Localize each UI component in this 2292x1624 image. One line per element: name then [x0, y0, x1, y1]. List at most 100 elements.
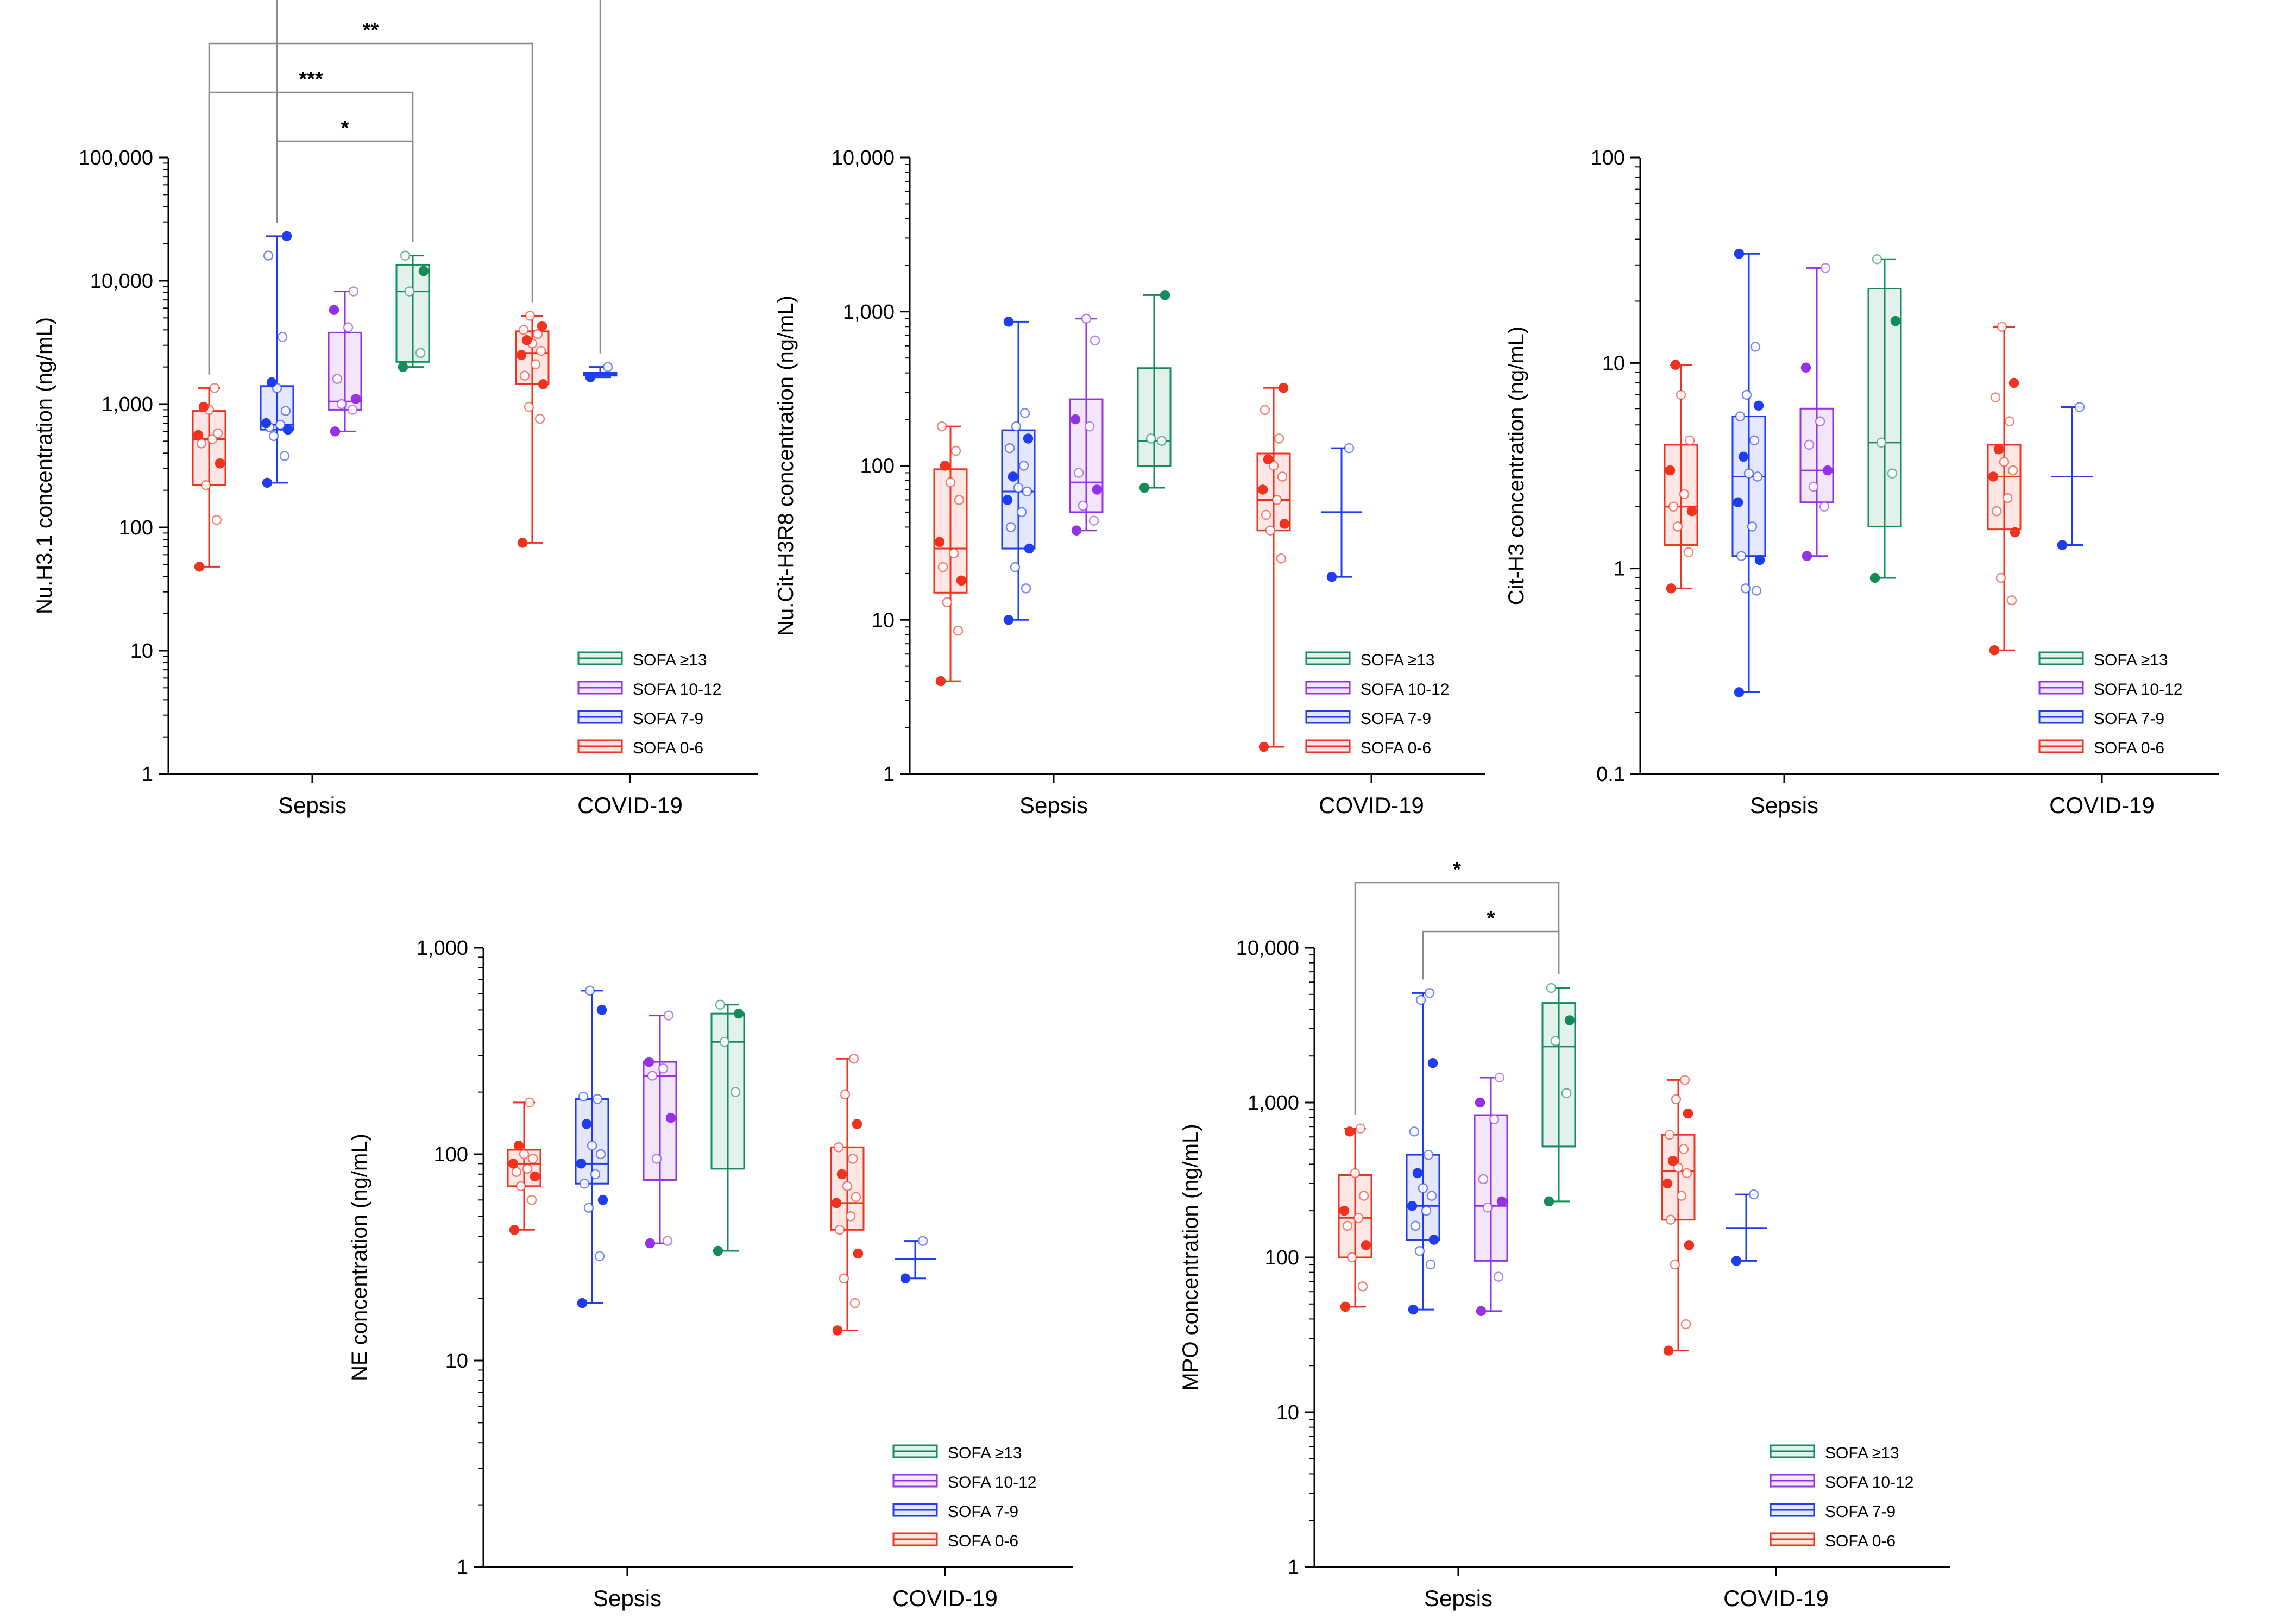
data-point	[1680, 1319, 1691, 1330]
data-point	[583, 1203, 594, 1213]
data-point	[1734, 249, 1745, 259]
data-point	[1090, 335, 1100, 346]
data-point	[1418, 1183, 1428, 1193]
data-point	[1496, 1196, 1507, 1207]
data-point	[1023, 433, 1034, 444]
data-point	[834, 1225, 845, 1235]
data-point	[1346, 1252, 1357, 1263]
data-point	[330, 426, 341, 437]
data-point	[508, 1159, 519, 1169]
data-point	[526, 1195, 537, 1205]
data-point	[595, 1149, 606, 1160]
data-point	[400, 250, 411, 261]
box-sofa-7-9	[1406, 988, 1440, 1315]
legend-label: SOFA 0-6	[948, 1532, 1018, 1550]
data-point	[1424, 988, 1435, 998]
data-point	[1482, 1202, 1493, 1213]
legend-label: SOFA ≥13	[2094, 651, 2168, 669]
box-sofa-0-6	[192, 383, 226, 572]
y-tick-label: 1,000	[102, 393, 153, 416]
data-point	[215, 458, 225, 469]
data-point	[1475, 1097, 1485, 1108]
data-point	[511, 1167, 522, 1178]
data-point	[281, 231, 292, 242]
data-point	[831, 1198, 842, 1208]
data-point	[263, 250, 274, 261]
data-point	[581, 1119, 592, 1129]
y-axis-title: NE concentration (ng/mL)	[348, 1134, 371, 1381]
data-point	[1344, 443, 1355, 454]
data-point	[1753, 400, 1764, 411]
legend-label: SOFA 7-9	[948, 1503, 1018, 1521]
significance-bracket	[1354, 882, 1560, 1115]
data-point	[585, 372, 596, 382]
data-point	[917, 1236, 928, 1246]
data-point	[1750, 342, 1761, 352]
box-iqr	[1541, 1002, 1576, 1148]
data-point	[953, 626, 964, 636]
data-point	[336, 399, 347, 410]
y-tick-label: 10,000	[1236, 937, 1299, 960]
legend-label: SOFA ≥13	[948, 1444, 1022, 1462]
data-point	[198, 401, 209, 412]
data-point	[1071, 525, 1082, 536]
box-sofa-0-6	[1664, 360, 1698, 594]
box-sofa-7-9	[583, 362, 618, 382]
data-point	[2057, 540, 2068, 550]
significance-bracket	[1422, 930, 1560, 980]
data-point	[1494, 1072, 1505, 1083]
data-point	[1802, 551, 1812, 561]
box-iqr	[1867, 287, 1902, 527]
data-point	[534, 413, 545, 424]
box-iqr	[575, 1098, 609, 1185]
y-tick-label: 100	[119, 517, 153, 539]
data-point	[261, 418, 272, 429]
data-point	[2074, 402, 2085, 412]
data-point	[1993, 444, 2004, 455]
y-tick-label: 10	[1276, 1401, 1299, 1424]
data-point	[1478, 1174, 1489, 1185]
y-axis-title: Cit-H3 concentration (ng/mL)	[1504, 326, 1528, 606]
significance-bracket	[208, 91, 414, 375]
data-point	[1414, 1245, 1425, 1256]
data-point	[268, 431, 279, 442]
data-point	[530, 359, 541, 370]
legend-label: SOFA 10-12	[633, 681, 721, 698]
data-point	[1489, 1114, 1500, 1125]
data-point	[1667, 1156, 1678, 1166]
data-point	[1808, 481, 1819, 492]
legend-label: SOFA 7-9	[2094, 710, 2164, 728]
legend-label: SOFA 7-9	[633, 710, 703, 728]
data-point	[578, 1091, 589, 1102]
data-point	[517, 538, 528, 548]
data-point	[1361, 1240, 1371, 1250]
data-point	[1736, 551, 1747, 561]
data-point	[651, 1154, 662, 1164]
data-point	[1021, 583, 1031, 594]
data-point	[524, 1097, 535, 1108]
legend-label: SOFA 0-6	[633, 739, 703, 757]
data-point	[1997, 322, 2007, 332]
box-sofa-0-6	[830, 1054, 865, 1336]
data-point	[193, 430, 204, 440]
data-point	[1003, 317, 1014, 327]
data-point	[842, 1181, 853, 1192]
data-point	[1078, 500, 1088, 511]
data-point	[1410, 1220, 1421, 1231]
y-tick-label: 10	[130, 640, 153, 663]
data-point	[730, 1087, 741, 1097]
data-point	[1427, 1058, 1438, 1068]
significance-bracket	[276, 0, 601, 354]
data-point	[1670, 360, 1681, 370]
data-point	[1747, 521, 1758, 532]
x-tick-label: Sepsis	[593, 1585, 662, 1611]
data-point	[836, 1169, 847, 1180]
box-sofa-13	[710, 999, 745, 1256]
data-point	[1342, 1220, 1353, 1231]
data-point	[1743, 468, 1754, 479]
x-tick-label: COVID-19	[892, 1585, 998, 1611]
legend-label: SOFA 0-6	[2094, 739, 2164, 757]
data-point	[1999, 457, 2010, 467]
data-point	[1261, 509, 1271, 520]
